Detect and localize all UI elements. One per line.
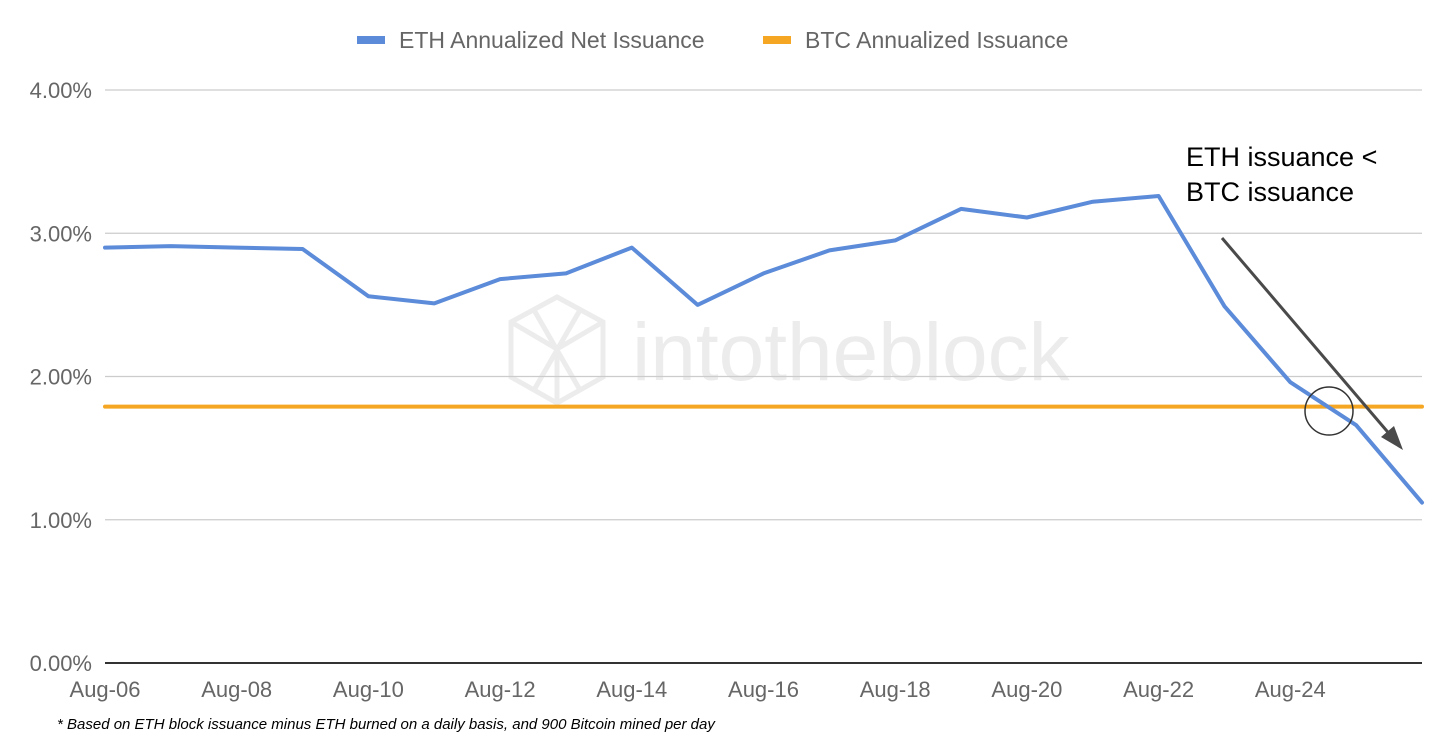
y-axis-ticks: 0.00% 1.00% 2.00% 3.00% 4.00% <box>30 78 92 676</box>
annotation-line-2: BTC issuance <box>1186 177 1354 207</box>
watermark-text: intotheblock <box>632 307 1071 398</box>
x-tick-label: Aug-20 <box>991 677 1062 702</box>
y-tick-label: 4.00% <box>30 78 92 103</box>
annotation: ETH issuance < BTC issuance <box>1186 142 1403 450</box>
x-tick-label: Aug-18 <box>860 677 931 702</box>
annotation-arrow-shaft <box>1220 237 1394 438</box>
x-tick-label: Aug-22 <box>1123 677 1194 702</box>
x-tick-label: Aug-16 <box>728 677 799 702</box>
crossover-circle-marker <box>1304 386 1354 436</box>
annotation-arrowhead-icon <box>1381 426 1403 450</box>
y-tick-label: 3.00% <box>30 221 92 246</box>
legend-swatch <box>763 36 791 44</box>
legend: ETH Annualized Net Issuance BTC Annualize… <box>357 27 1068 53</box>
y-tick-label: 0.00% <box>30 651 92 676</box>
watermark: intotheblock <box>508 294 1071 406</box>
series-layer <box>103 194 1424 505</box>
annotation-line-1: ETH issuance < <box>1186 142 1377 172</box>
gridlines <box>105 89 1422 521</box>
x-tick-label: Aug-24 <box>1255 677 1326 702</box>
x-tick-label: Aug-10 <box>333 677 404 702</box>
x-tick-label: Aug-12 <box>465 677 536 702</box>
legend-swatch <box>357 36 385 44</box>
x-tick-label: Aug-06 <box>70 677 141 702</box>
y-tick-label: 1.00% <box>30 508 92 533</box>
y-tick-label: 2.00% <box>30 365 92 390</box>
watermark-logo-icon <box>508 294 606 406</box>
x-tick-label: Aug-08 <box>201 677 272 702</box>
legend-label: BTC Annualized Issuance <box>805 27 1068 53</box>
footnote: * Based on ETH block issuance minus ETH … <box>57 716 716 733</box>
x-axis-ticks: Aug-06 Aug-08 Aug-10 Aug-12 Aug-14 Aug-16 Aug-… <box>70 677 1326 702</box>
x-tick-label: Aug-14 <box>596 677 667 702</box>
legend-label: ETH Annualized Net Issuance <box>399 27 705 53</box>
